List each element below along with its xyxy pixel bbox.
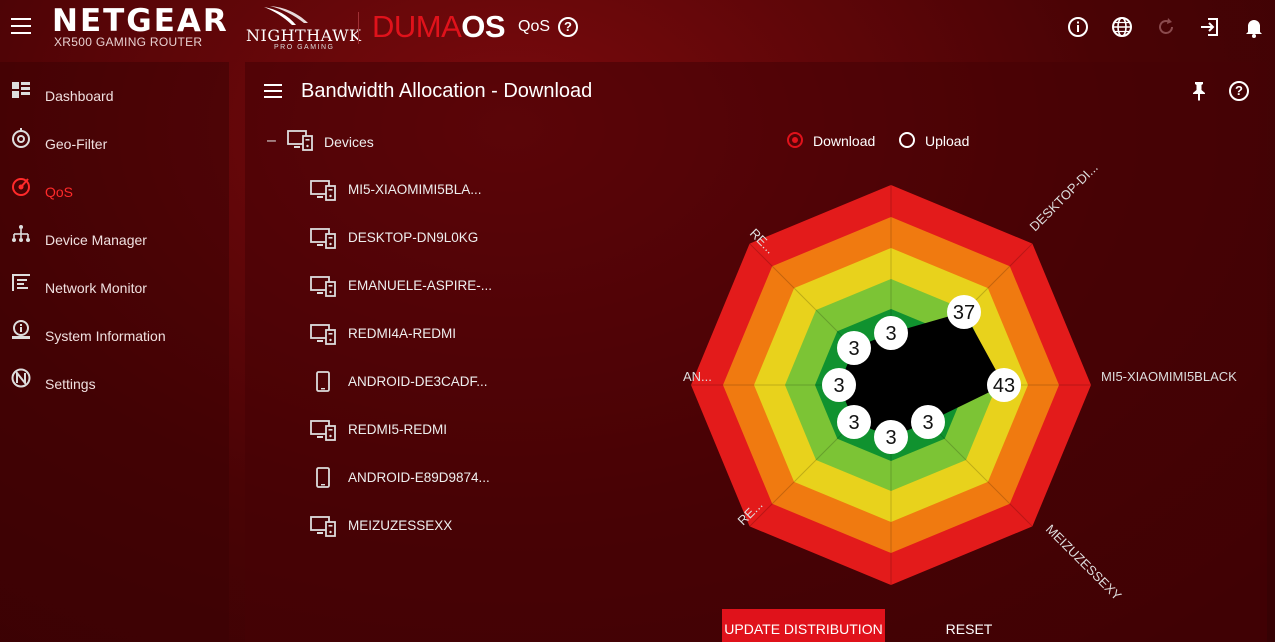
radar-axis-label: MI5-XIAOMIMI5BLACK xyxy=(1101,369,1237,384)
section-help-icon[interactable]: ? xyxy=(558,17,578,37)
nighthawk-wing-icon xyxy=(264,6,308,25)
main-menu-icon[interactable] xyxy=(11,18,31,34)
device-name: ANDROID-DE3CADF... xyxy=(348,374,488,389)
system-info-icon xyxy=(12,320,30,339)
device-name: MEIZUZESSEXX xyxy=(348,518,453,533)
devices-group-icon xyxy=(287,130,313,151)
allocation-value: 3 xyxy=(848,338,859,360)
phone-icon xyxy=(316,371,330,392)
device-name: MI5-XIAOMIMI5BLA... xyxy=(348,182,482,197)
phone-icon xyxy=(316,467,330,488)
allocation-value: 3 xyxy=(833,375,844,397)
info-icon[interactable] xyxy=(1067,16,1089,38)
globe-icon[interactable] xyxy=(1111,16,1133,38)
network-monitor-icon xyxy=(12,274,30,291)
logout-icon[interactable] xyxy=(1199,16,1221,38)
nighthawk-logo: NIGHTHAWK xyxy=(246,26,362,45)
computer-icon xyxy=(310,516,336,537)
sidebar-item-label: QoS xyxy=(45,184,74,200)
sidebar-item-label: Geo-Filter xyxy=(45,136,108,152)
panel-title: Bandwidth Allocation - Download xyxy=(301,80,593,102)
collapse-icon[interactable]: – xyxy=(267,132,276,149)
allocation-handle[interactable] xyxy=(837,405,871,439)
sidebar-item-label: Dashboard xyxy=(45,88,114,104)
allocation-handle[interactable] xyxy=(874,420,908,454)
computer-icon xyxy=(310,324,336,345)
allocation-handle[interactable] xyxy=(947,295,981,329)
sidebar-item-label: Settings xyxy=(45,376,96,392)
sidebar-item-settings[interactable]: Settings xyxy=(0,355,229,403)
sidebar: Dashboard Geo-Filter QoS Device Manager xyxy=(0,62,229,642)
sidebar-item-device-manager[interactable]: Device Manager xyxy=(0,211,229,259)
allocation-handle[interactable] xyxy=(822,368,856,402)
computer-icon xyxy=(310,180,336,201)
upload-radio-label: Upload xyxy=(925,133,970,149)
sidebar-item-label: Network Monitor xyxy=(45,280,147,296)
allocation-value: 3 xyxy=(922,412,933,434)
devices-label: Devices xyxy=(324,134,374,150)
panel-help-icon[interactable]: ? xyxy=(1229,81,1249,101)
device-name: REDMI5-REDMI xyxy=(348,422,448,437)
sidebar-item-label: Device Manager xyxy=(45,232,147,248)
radar-axis-label: AN... xyxy=(683,369,712,384)
sidebar-item-label: System Information xyxy=(45,328,166,344)
qos-icon xyxy=(12,178,30,196)
computer-icon xyxy=(310,420,336,441)
section-title: QoS xyxy=(518,18,551,35)
dashboard-icon xyxy=(12,82,30,98)
device-name: EMANUELE-ASPIRE-... xyxy=(348,278,493,293)
computer-icon xyxy=(310,228,336,249)
bandwidth-allocation-panel: Bandwidth Allocation - Download ? – Devi… xyxy=(245,62,1267,642)
header-divider xyxy=(358,12,359,44)
radar-axis-label: MEIZUZESSEXY xyxy=(1043,522,1125,604)
pin-icon[interactable] xyxy=(1189,80,1209,102)
allocation-handle[interactable] xyxy=(874,316,908,350)
allocation-value: 37 xyxy=(953,302,975,324)
allocation-value: 3 xyxy=(885,323,896,345)
allocation-handle[interactable] xyxy=(987,368,1021,402)
allocation-handle[interactable] xyxy=(911,405,945,439)
app-header: NETGEAR XR500 GAMING ROUTER NIGHTHAWK PR… xyxy=(0,0,1275,60)
upload-radio-circle xyxy=(899,132,915,148)
device-manager-icon xyxy=(12,225,30,242)
reset-distribution-button[interactable]: RESET DISTRIBUTION xyxy=(895,609,1043,642)
allocation-value: 3 xyxy=(885,427,896,449)
device-name: DESKTOP-DN9L0KG xyxy=(348,230,479,245)
geo-filter-icon xyxy=(12,128,30,148)
sidebar-item-dashboard[interactable]: Dashboard xyxy=(0,67,229,115)
download-radio-circle xyxy=(787,132,803,148)
bandwidth-radar-chart[interactable]: 4337333333MI5-XIAOMIMI5BLACKDESKTOP-DI..… xyxy=(245,62,1267,642)
pro-gaming-label: PRO GAMING xyxy=(274,44,335,51)
computer-icon xyxy=(310,276,336,297)
dumaos-logo: DUMAOS xyxy=(372,9,506,44)
radar-axis-label: DESKTOP-DI... xyxy=(1027,160,1101,234)
allocation-value: 43 xyxy=(993,375,1015,397)
router-model: XR500 GAMING ROUTER xyxy=(54,35,203,49)
notification-bell-icon[interactable] xyxy=(1243,16,1265,38)
sidebar-item-network-monitor[interactable]: Network Monitor xyxy=(0,259,229,307)
allocation-value: 3 xyxy=(848,412,859,434)
sidebar-item-qos[interactable]: QoS xyxy=(0,163,229,211)
sidebar-item-system-information[interactable]: System Information xyxy=(0,307,229,355)
brand-logo: NETGEAR xyxy=(52,3,229,39)
device-name: ANDROID-E89D9874... xyxy=(348,470,490,485)
allocation-handle[interactable] xyxy=(837,331,871,365)
update-distribution-button[interactable]: UPDATE DISTRIBUTION xyxy=(722,609,885,642)
settings-icon xyxy=(11,368,31,388)
refresh-icon[interactable] xyxy=(1155,16,1177,38)
panel-menu-icon[interactable] xyxy=(264,84,282,98)
device-name: REDMI4A-REDMI xyxy=(348,326,457,341)
sidebar-item-geo-filter[interactable]: Geo-Filter xyxy=(0,115,229,163)
download-radio-label: Download xyxy=(813,133,876,149)
